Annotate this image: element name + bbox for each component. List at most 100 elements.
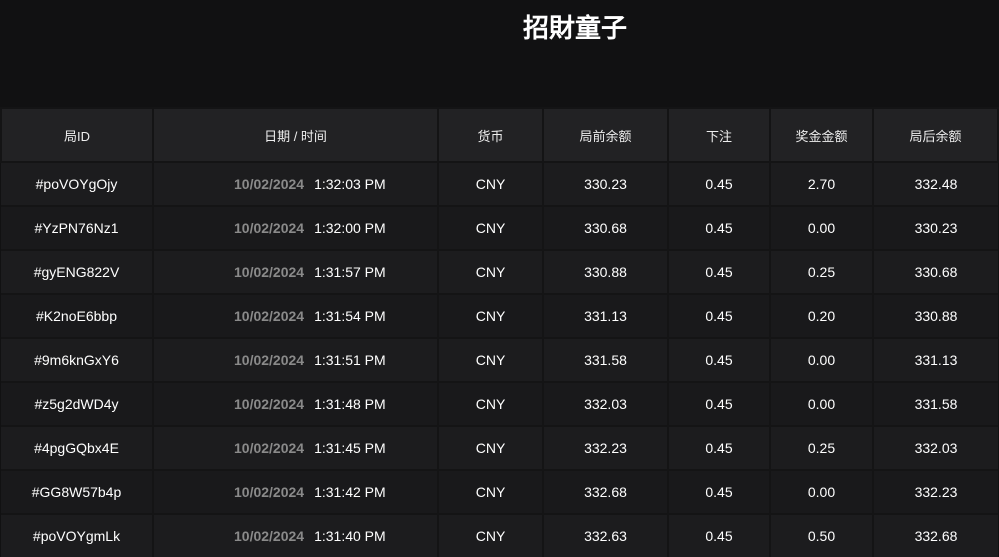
time: 1:31:57 PM bbox=[314, 264, 386, 280]
table-row[interactable]: #poVOYgmLk 10/02/2024 1:31:40 PM CNY 332.… bbox=[1, 513, 998, 557]
history-table: 局ID 日期 / 时间 货币 局前余额 下注 奖金金额 局后余额 #poVOYg… bbox=[0, 107, 999, 557]
bet: 0.45 bbox=[667, 469, 770, 514]
balance-before: 332.63 bbox=[542, 513, 668, 557]
round-id[interactable]: #YzPN76Nz1 bbox=[1, 205, 153, 250]
balance-after: 332.23 bbox=[872, 469, 998, 514]
currency: CNY bbox=[437, 161, 543, 206]
currency: CNY bbox=[437, 293, 543, 338]
win: 0.25 bbox=[769, 425, 873, 470]
bet: 0.45 bbox=[667, 513, 770, 557]
header-round-id: 局ID bbox=[0, 107, 154, 163]
table-row[interactable]: #gyENG822V 10/02/2024 1:31:57 PM CNY 330.… bbox=[1, 249, 998, 294]
date: 10/02/2024 bbox=[234, 264, 305, 280]
header-win: 奖金金额 bbox=[769, 107, 874, 163]
page-title: 招財童子 bbox=[522, 14, 627, 44]
date: 10/02/2024 bbox=[234, 308, 305, 324]
table-row[interactable]: #poVOYgOjy 10/02/2024 1:32:03 PM CNY 330.… bbox=[1, 161, 998, 206]
date: 10/02/2024 bbox=[234, 440, 305, 456]
bet: 0.45 bbox=[667, 249, 770, 294]
balance-after: 330.88 bbox=[872, 293, 998, 338]
balance-after: 331.13 bbox=[872, 337, 998, 382]
table-row[interactable]: #YzPN76Nz1 10/02/2024 1:32:00 PM CNY 330.… bbox=[1, 205, 998, 250]
date: 10/02/2024 bbox=[234, 352, 305, 368]
balance-after: 330.68 bbox=[872, 249, 998, 294]
win: 0.00 bbox=[769, 337, 873, 382]
win: 0.00 bbox=[769, 381, 873, 426]
round-id[interactable]: #z5g2dWD4y bbox=[1, 381, 153, 426]
balance-after: 332.48 bbox=[872, 161, 998, 206]
win: 0.25 bbox=[769, 249, 873, 294]
balance-after: 332.03 bbox=[872, 425, 998, 470]
balance-after: 332.68 bbox=[872, 513, 998, 557]
balance-after: 331.58 bbox=[872, 381, 998, 426]
header-balance-after: 局后余额 bbox=[872, 107, 999, 163]
balance-after: 330.23 bbox=[872, 205, 998, 250]
round-id[interactable]: #gyENG822V bbox=[1, 249, 153, 294]
date: 10/02/2024 bbox=[234, 396, 305, 412]
date: 10/02/2024 bbox=[234, 220, 305, 236]
balance-before: 332.03 bbox=[542, 381, 668, 426]
header-bet: 下注 bbox=[667, 107, 771, 163]
table-row[interactable]: #z5g2dWD4y 10/02/2024 1:31:48 PM CNY 332.… bbox=[1, 381, 998, 426]
currency: CNY bbox=[437, 249, 543, 294]
round-id[interactable]: #GG8W57b4p bbox=[1, 469, 153, 514]
win: 0.50 bbox=[769, 513, 873, 557]
header-balance-before: 局前余额 bbox=[542, 107, 669, 163]
currency: CNY bbox=[437, 425, 543, 470]
datetime: 10/02/2024 1:31:57 PM bbox=[152, 249, 438, 294]
table-row[interactable]: #K2noE6bbp 10/02/2024 1:31:54 PM CNY 331.… bbox=[1, 293, 998, 338]
win: 2.70 bbox=[769, 161, 873, 206]
balance-before: 330.88 bbox=[542, 249, 668, 294]
datetime: 10/02/2024 1:31:42 PM bbox=[152, 469, 438, 514]
balance-before: 331.58 bbox=[542, 337, 668, 382]
datetime: 10/02/2024 1:31:48 PM bbox=[152, 381, 438, 426]
bet: 0.45 bbox=[667, 337, 770, 382]
win: 0.20 bbox=[769, 293, 873, 338]
time: 1:32:00 PM bbox=[314, 220, 386, 236]
balance-before: 330.68 bbox=[542, 205, 668, 250]
bet: 0.45 bbox=[667, 381, 770, 426]
bet: 0.45 bbox=[667, 205, 770, 250]
time: 1:31:40 PM bbox=[314, 528, 386, 544]
table-row[interactable]: #9m6knGxY6 10/02/2024 1:31:51 PM CNY 331.… bbox=[1, 337, 998, 382]
currency: CNY bbox=[437, 513, 543, 557]
table-row[interactable]: #GG8W57b4p 10/02/2024 1:31:42 PM CNY 332.… bbox=[1, 469, 998, 514]
datetime: 10/02/2024 1:31:40 PM bbox=[152, 513, 438, 557]
balance-before: 332.23 bbox=[542, 425, 668, 470]
datetime: 10/02/2024 1:31:54 PM bbox=[152, 293, 438, 338]
header-currency: 货币 bbox=[437, 107, 544, 163]
date: 10/02/2024 bbox=[234, 528, 305, 544]
win: 0.00 bbox=[769, 469, 873, 514]
round-id[interactable]: #poVOYgOjy bbox=[1, 161, 153, 206]
bet: 0.45 bbox=[667, 425, 770, 470]
time: 1:31:42 PM bbox=[314, 484, 386, 500]
round-id[interactable]: #9m6knGxY6 bbox=[1, 337, 153, 382]
datetime: 10/02/2024 1:32:03 PM bbox=[152, 161, 438, 206]
round-id[interactable]: #poVOYgmLk bbox=[1, 513, 153, 557]
time: 1:31:48 PM bbox=[314, 396, 386, 412]
balance-before: 332.68 bbox=[542, 469, 668, 514]
date: 10/02/2024 bbox=[234, 176, 305, 192]
header-datetime: 日期 / 时间 bbox=[152, 107, 439, 163]
win: 0.00 bbox=[769, 205, 873, 250]
round-id[interactable]: #K2noE6bbp bbox=[1, 293, 153, 338]
datetime: 10/02/2024 1:32:00 PM bbox=[152, 205, 438, 250]
time: 1:32:03 PM bbox=[314, 176, 386, 192]
currency: CNY bbox=[437, 469, 543, 514]
bet: 0.45 bbox=[667, 293, 770, 338]
round-id[interactable]: #4pgGQbx4E bbox=[1, 425, 153, 470]
currency: CNY bbox=[437, 337, 543, 382]
balance-before: 330.23 bbox=[542, 161, 668, 206]
time: 1:31:45 PM bbox=[314, 440, 386, 456]
datetime: 10/02/2024 1:31:51 PM bbox=[152, 337, 438, 382]
datetime: 10/02/2024 1:31:45 PM bbox=[152, 425, 438, 470]
date: 10/02/2024 bbox=[234, 484, 305, 500]
time: 1:31:51 PM bbox=[314, 352, 386, 368]
currency: CNY bbox=[437, 381, 543, 426]
table-row[interactable]: #4pgGQbx4E 10/02/2024 1:31:45 PM CNY 332.… bbox=[1, 425, 998, 470]
balance-before: 331.13 bbox=[542, 293, 668, 338]
table-header: 局ID 日期 / 时间 货币 局前余额 下注 奖金金额 局后余额 bbox=[0, 107, 999, 163]
time: 1:31:54 PM bbox=[314, 308, 386, 324]
bet: 0.45 bbox=[667, 161, 770, 206]
currency: CNY bbox=[437, 205, 543, 250]
